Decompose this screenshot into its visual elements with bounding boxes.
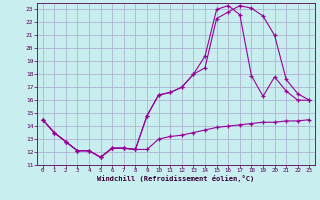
X-axis label: Windchill (Refroidissement éolien,°C): Windchill (Refroidissement éolien,°C) bbox=[97, 175, 255, 182]
